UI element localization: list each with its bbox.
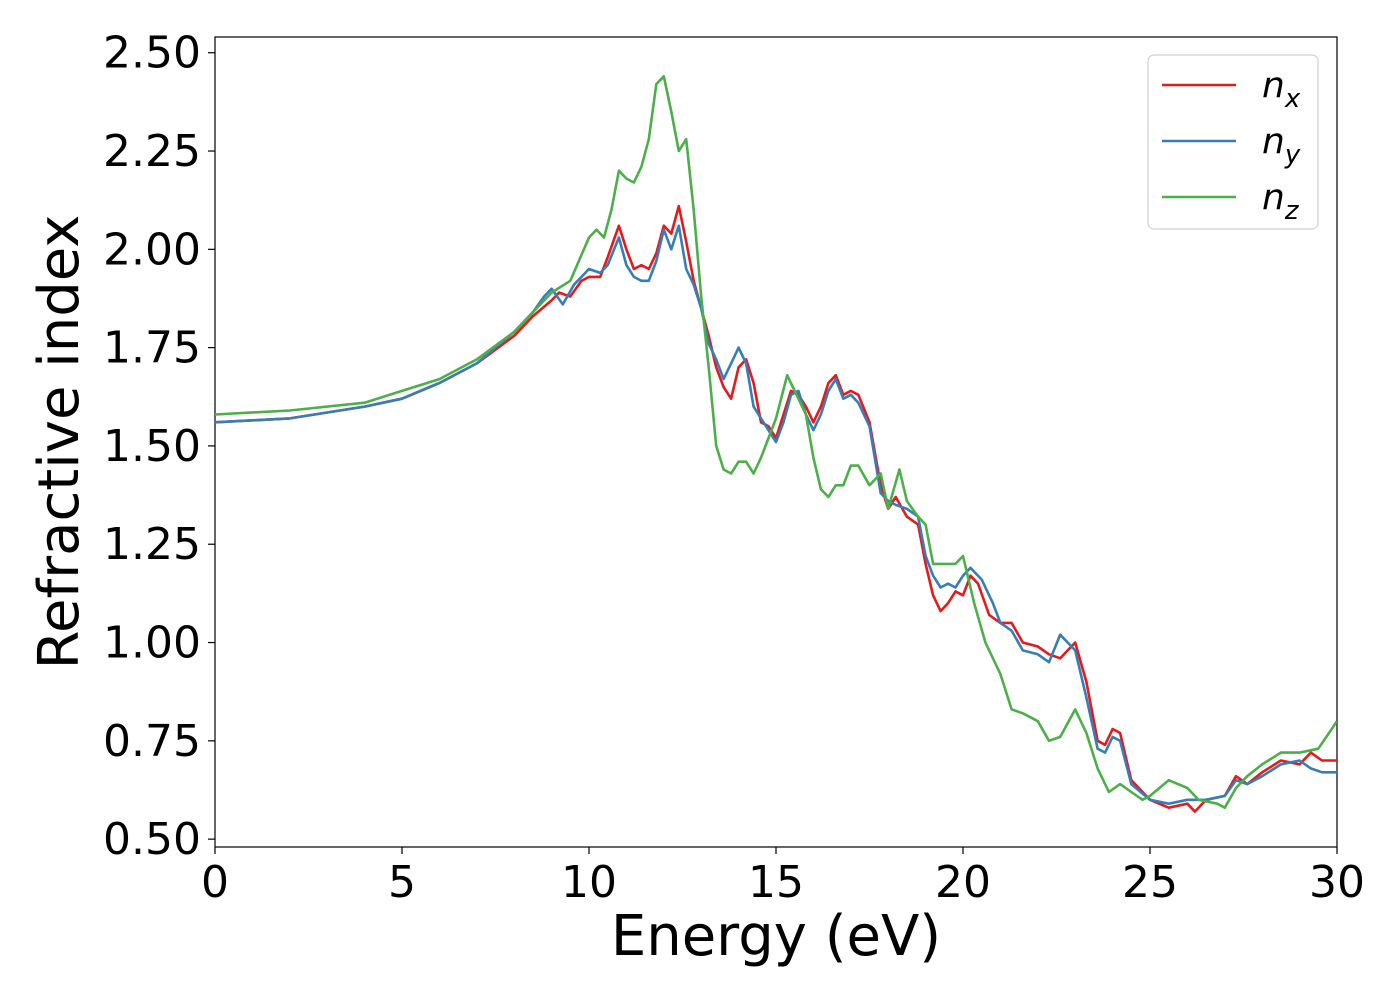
y-tick-label: 0.50	[103, 814, 201, 865]
x-tick-label: 25	[1122, 857, 1178, 908]
y-tick-label: 2.50	[103, 28, 201, 79]
y-tick-label: 0.75	[103, 716, 201, 767]
y-tick-label: 1.25	[103, 519, 201, 570]
legend-label-ny: ny	[1262, 121, 1301, 170]
x-axis-label: Energy (eV)	[611, 904, 941, 969]
x-tick-label: 20	[935, 857, 991, 908]
y-tick-label: 2.25	[103, 126, 201, 177]
series-layer	[215, 75, 1337, 813]
x-tick-label: 5	[388, 857, 416, 908]
y-tick-label: 1.50	[103, 421, 201, 472]
y-axis: 0.50 0.75 1.00 1.25 1.50 1.75 2.00 2.25 2.50	[103, 28, 215, 865]
y-axis-label: Refractive index	[27, 215, 92, 670]
x-tick-label: 0	[201, 857, 229, 908]
y-tick-label: 1.00	[103, 618, 201, 669]
x-tick-label: 30	[1309, 857, 1365, 908]
x-tick-label: 10	[561, 857, 617, 908]
y-tick-label: 2.00	[103, 224, 201, 275]
series-line-ny	[215, 224, 1337, 805]
series-line-nz	[215, 75, 1337, 809]
x-axis: 0 5 10 15 20 25 30	[201, 847, 1365, 908]
series-line-nx	[215, 204, 1337, 813]
y-tick-label: 1.75	[103, 323, 201, 374]
x-tick-label: 15	[748, 857, 804, 908]
